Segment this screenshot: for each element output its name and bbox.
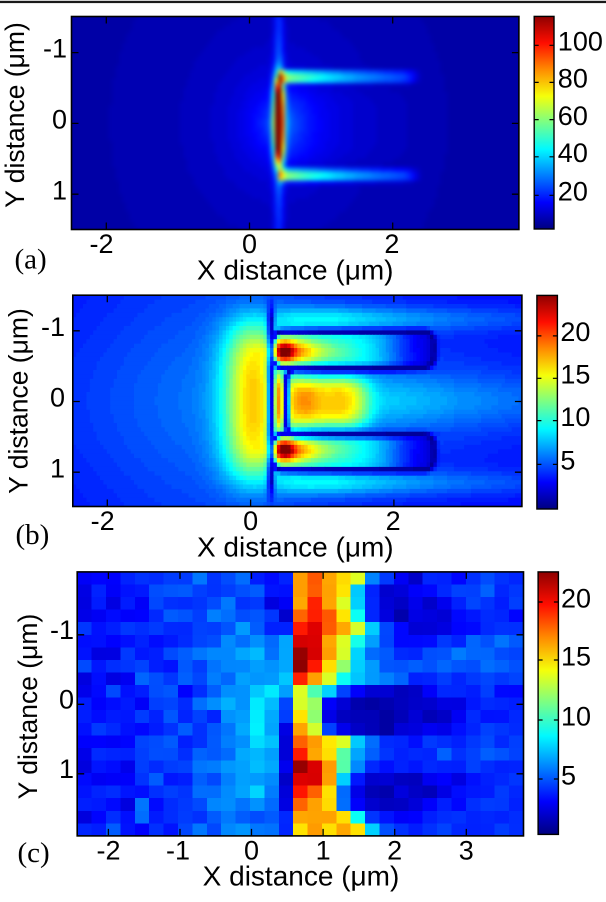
svg-text:-1: -1 [166,836,190,866]
svg-text:-2: -2 [89,229,113,259]
svg-text:10: 10 [560,402,590,432]
svg-text:15: 15 [560,360,590,390]
svg-text:2: 2 [386,506,401,536]
svg-text:Y distance (μm): Y distance (μm) [13,614,43,800]
svg-text:(a): (a) [15,243,47,275]
svg-text:-1: -1 [41,312,65,342]
svg-text:-2: -2 [91,506,115,536]
svg-text:X distance (μm): X distance (μm) [197,255,394,286]
svg-text:0: 0 [59,685,74,715]
svg-text:Y distance (μm): Y distance (μm) [0,22,30,208]
svg-text:80: 80 [558,64,588,94]
svg-text:0: 0 [50,383,65,413]
svg-text:0: 0 [52,105,67,135]
svg-text:(b): (b) [16,519,50,551]
svg-text:-1: -1 [50,615,74,645]
svg-text:1: 1 [59,754,74,784]
svg-text:-2: -2 [96,836,120,866]
svg-text:1: 1 [316,836,331,866]
svg-text:0: 0 [243,506,258,536]
svg-text:5: 5 [560,446,575,476]
svg-text:1: 1 [50,453,65,483]
svg-text:-1: -1 [43,34,67,64]
svg-text:15: 15 [561,641,591,671]
svg-text:20: 20 [560,317,590,347]
svg-text:40: 40 [558,138,588,168]
svg-text:2: 2 [387,836,402,866]
svg-text:60: 60 [558,101,588,131]
svg-text:Y distance (μm): Y distance (μm) [4,308,34,494]
svg-text:(c): (c) [18,837,50,869]
svg-text:1: 1 [52,175,67,205]
svg-text:X distance (μm): X distance (μm) [203,860,400,891]
svg-text:0: 0 [244,836,259,866]
svg-text:100: 100 [558,27,603,57]
svg-text:0: 0 [242,229,257,259]
svg-text:5: 5 [561,761,576,791]
svg-text:3: 3 [459,836,474,866]
svg-text:2: 2 [384,229,399,259]
svg-text:10: 10 [561,702,591,732]
svg-text:20: 20 [558,177,588,207]
svg-text:20: 20 [561,584,591,614]
svg-text:X distance (μm): X distance (μm) [197,532,394,563]
